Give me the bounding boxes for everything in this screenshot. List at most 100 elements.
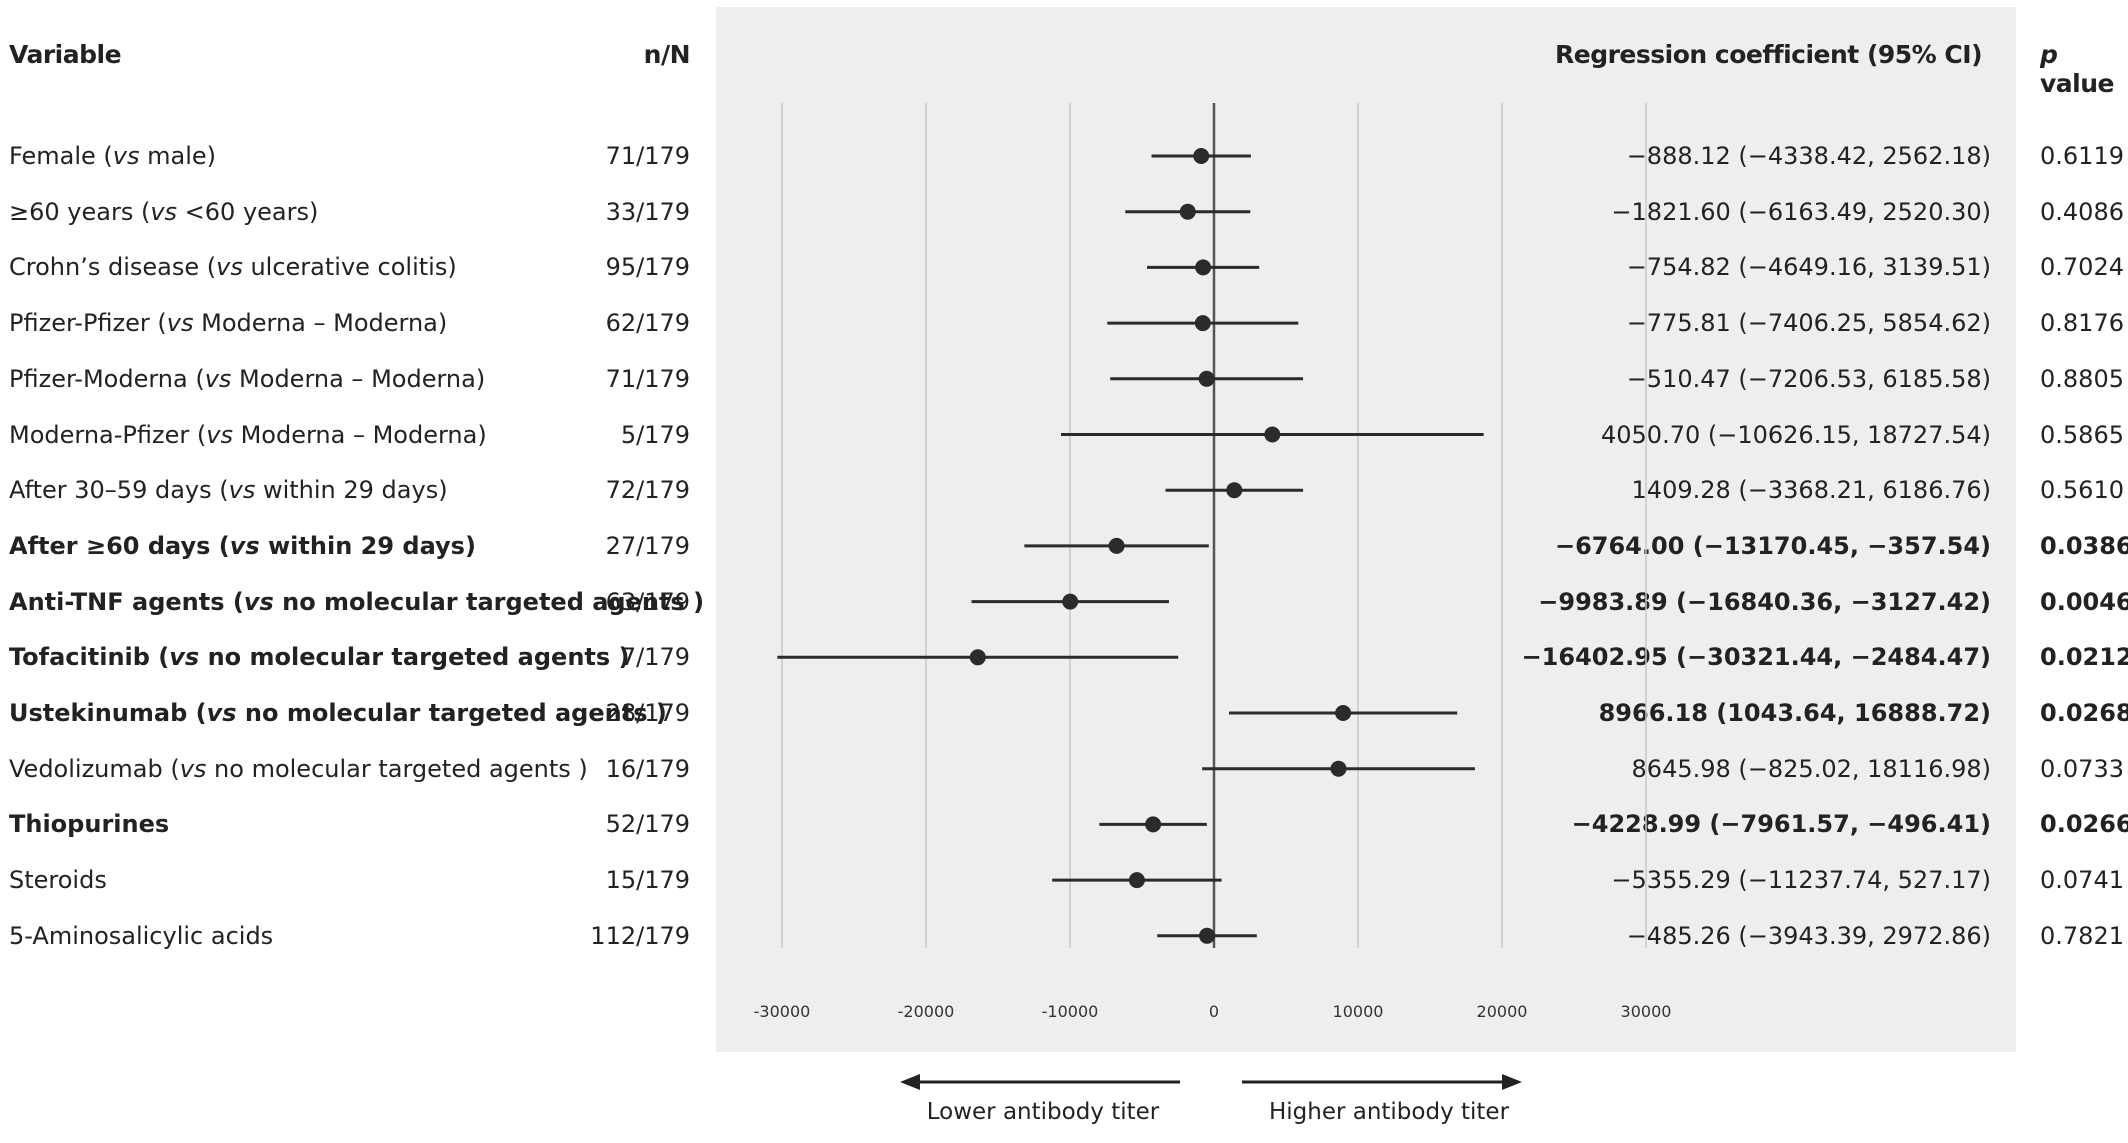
arrow-right-head bbox=[1502, 1074, 1522, 1090]
vs-text: vs bbox=[179, 754, 207, 783]
variable-label: Moderna-Pfizer (vs Moderna – Moderna) bbox=[9, 423, 487, 447]
p-value: 0.7024 bbox=[2040, 253, 2124, 282]
coefficient-ci-value: −1821.60 (−6163.49, 2520.30) bbox=[1611, 197, 1991, 226]
comparator-text: within 29 days) bbox=[259, 531, 476, 560]
coefficient-ci-value: −5355.29 (−11237.74, 527.17) bbox=[1611, 866, 1991, 895]
vs-text: vs bbox=[206, 420, 233, 449]
point-estimate bbox=[1179, 203, 1196, 220]
variable-text: Pfizer-Pfizer ( bbox=[9, 309, 167, 338]
x-tick-label: 10000 bbox=[1333, 1002, 1384, 1021]
coefficient-ci-value: 8966.18 (1043.64, 16888.72) bbox=[1598, 699, 1991, 727]
coefficient-ci-value: −754.82 (−4649.16, 3139.51) bbox=[1626, 253, 1991, 282]
variable-text: After 30–59 days ( bbox=[9, 476, 229, 505]
variable-text: 5-Aminosalicylic acids bbox=[9, 921, 274, 950]
n-over-n-value: 63/179 bbox=[605, 587, 690, 616]
vs-text: vs bbox=[169, 643, 200, 672]
n-over-n-value: 5/179 bbox=[620, 420, 690, 449]
vs-text: vs bbox=[229, 531, 260, 560]
n-over-n-value: 33/179 bbox=[605, 197, 690, 226]
point-estimate bbox=[1226, 482, 1243, 499]
point-estimate bbox=[1062, 593, 1079, 610]
coefficient-ci-value: −775.81 (−7406.25, 5854.62) bbox=[1626, 309, 1991, 338]
point-estimate bbox=[1330, 760, 1347, 777]
point-estimate bbox=[1145, 816, 1162, 833]
variable-label: Thiopurines bbox=[9, 812, 169, 836]
vs-text: vs bbox=[206, 699, 237, 727]
coefficient-ci-value: −9983.89 (−16840.36, −3127.42) bbox=[1538, 587, 1991, 616]
comparator-text: within 29 days) bbox=[255, 476, 448, 505]
n-over-n-value: 71/179 bbox=[605, 142, 690, 170]
n-over-n-value: 72/179 bbox=[605, 476, 690, 505]
variable-label: Crohn’s disease (vs ulcerative colitis) bbox=[9, 255, 457, 279]
variable-text: Pfizer-Moderna ( bbox=[9, 364, 205, 393]
variable-text: ≥60 years ( bbox=[9, 197, 151, 226]
point-estimate bbox=[1264, 426, 1281, 443]
n-over-n-value: 71/179 bbox=[605, 364, 690, 393]
n-over-n-value: 95/179 bbox=[605, 253, 690, 282]
variable-label: ≥60 years (vs <60 years) bbox=[9, 200, 318, 224]
n-over-n-value: 27/179 bbox=[605, 531, 690, 560]
comparator-text: no molecular targeted agents ) bbox=[199, 643, 630, 672]
coefficient-ci-value: −888.12 (−4338.42, 2562.18) bbox=[1626, 142, 1991, 170]
point-estimate bbox=[969, 649, 986, 666]
p-value: 0.0266 bbox=[2040, 810, 2128, 839]
variable-text: Steroids bbox=[9, 866, 107, 895]
p-value: 0.0268 bbox=[2040, 699, 2128, 727]
variable-label: After 30–59 days (vs within 29 days) bbox=[9, 478, 448, 502]
variable-label: Pfizer-Pfizer (vs Moderna – Moderna) bbox=[9, 311, 447, 335]
p-value: 0.0046 bbox=[2040, 587, 2128, 616]
p-value: 0.5610 bbox=[2040, 476, 2124, 505]
coefficient-ci-value: −485.26 (−3943.39, 2972.86) bbox=[1626, 921, 1991, 950]
point-estimate bbox=[1195, 259, 1212, 276]
point-estimate bbox=[1128, 872, 1145, 889]
plot-panel bbox=[716, 7, 2016, 1052]
x-tick-label: 20000 bbox=[1477, 1002, 1528, 1021]
x-tick-label: -30000 bbox=[754, 1002, 811, 1021]
variable-label: Tofacitinib (vs no molecular targeted ag… bbox=[9, 645, 630, 669]
vs-text: vs bbox=[166, 309, 194, 338]
p-value: 0.0212 bbox=[2040, 643, 2128, 672]
variable-text: Vedolizumab ( bbox=[9, 754, 180, 783]
coefficient-ci-value: −4228.99 (−7961.57, −496.41) bbox=[1571, 810, 1991, 839]
comparator-text: no molecular targeted agents ) bbox=[236, 699, 667, 727]
header-variable: Variable bbox=[9, 40, 122, 69]
comparator-text: male) bbox=[139, 142, 217, 170]
variable-label: Steroids bbox=[9, 868, 107, 892]
p-value: 0.0386 bbox=[2040, 531, 2128, 560]
comparator-text: no molecular targeted agents ) bbox=[206, 754, 588, 783]
header-p-letter: p bbox=[2040, 40, 2058, 69]
lower-titer-label: Lower antibody titer bbox=[926, 1099, 1160, 1125]
variable-text: Crohn’s disease ( bbox=[9, 253, 217, 282]
coefficient-ci-value: −16402.95 (−30321.44, −2484.47) bbox=[1521, 643, 1991, 672]
point-estimate bbox=[1335, 705, 1352, 721]
n-over-n-value: 62/179 bbox=[605, 309, 690, 338]
variable-text: Tofacitinib ( bbox=[9, 643, 170, 672]
x-tick-label: -10000 bbox=[1042, 1002, 1099, 1021]
coefficient-ci-value: −510.47 (−7206.53, 6185.58) bbox=[1626, 364, 1991, 393]
n-over-n-value: 52/179 bbox=[605, 810, 690, 839]
variable-label: Ustekinumab (vs no molecular targeted ag… bbox=[9, 701, 667, 725]
point-estimate bbox=[1193, 148, 1210, 164]
variable-label: Pfizer-Moderna (vs Moderna – Moderna) bbox=[9, 367, 485, 391]
coefficient-ci-value: 4050.70 (−10626.15, 18727.54) bbox=[1601, 420, 1991, 449]
comparator-text: <60 years) bbox=[177, 197, 319, 226]
p-value: 0.5865 bbox=[2040, 420, 2124, 449]
variable-label: Vedolizumab (vs no molecular targeted ag… bbox=[9, 757, 588, 781]
p-value: 0.7821 bbox=[2040, 921, 2124, 950]
variable-text: Ustekinumab ( bbox=[9, 699, 207, 727]
vs-text: vs bbox=[150, 197, 178, 226]
header-regression-coefficient: Regression coefficient (95% CI) bbox=[1554, 40, 1983, 69]
x-tick-label: 0 bbox=[1209, 1002, 1219, 1021]
variable-text: Thiopurines bbox=[9, 810, 170, 839]
p-value: 0.0733 bbox=[2040, 754, 2124, 783]
variable-label: After ≥60 days (vs within 29 days) bbox=[9, 534, 476, 558]
point-estimate bbox=[1194, 315, 1211, 332]
vs-text: vs bbox=[112, 142, 140, 170]
variable-label: Anti-TNF agents (vs no molecular targete… bbox=[9, 590, 704, 614]
vs-text: vs bbox=[243, 587, 274, 616]
direction-arrows bbox=[900, 1074, 1522, 1090]
coefficient-ci-value: −6764.00 (−13170.45, −357.54) bbox=[1554, 531, 1991, 560]
header-p-value: p value bbox=[2040, 40, 2128, 98]
vs-text: vs bbox=[228, 476, 256, 505]
n-over-n-value: 28/179 bbox=[605, 699, 690, 727]
